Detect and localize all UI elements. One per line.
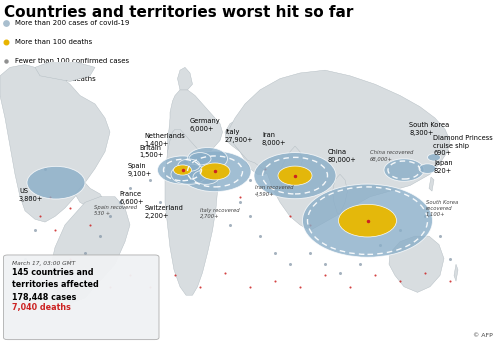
Circle shape	[384, 159, 424, 181]
Text: Italy
27,900+: Italy 27,900+	[225, 129, 254, 143]
Polygon shape	[389, 236, 444, 292]
Circle shape	[254, 153, 336, 199]
Polygon shape	[332, 174, 347, 214]
Text: Fewer than 100 deaths: Fewer than 100 deaths	[15, 76, 96, 82]
Circle shape	[179, 151, 251, 192]
Polygon shape	[225, 118, 280, 174]
Polygon shape	[178, 67, 192, 90]
Circle shape	[200, 163, 230, 180]
Text: More than 200 cases of covid-19: More than 200 cases of covid-19	[15, 21, 130, 26]
Text: 145 countries and
territories affected: 145 countries and territories affected	[12, 269, 99, 289]
Circle shape	[178, 159, 200, 172]
Text: China
80,000+: China 80,000+	[328, 149, 357, 163]
Circle shape	[278, 166, 312, 185]
Text: 7,040 deaths: 7,040 deaths	[12, 303, 72, 312]
Text: Netherlands
1,400+: Netherlands 1,400+	[144, 133, 185, 147]
Polygon shape	[228, 70, 450, 230]
Text: France
6,600+: France 6,600+	[119, 191, 144, 205]
Text: More than 100 deaths: More than 100 deaths	[15, 39, 92, 45]
Polygon shape	[50, 197, 130, 304]
Polygon shape	[0, 64, 110, 222]
Text: Countries and territories worst hit so far: Countries and territories worst hit so f…	[4, 5, 354, 20]
Polygon shape	[165, 129, 218, 295]
Text: Switzerland
2,200+: Switzerland 2,200+	[145, 205, 184, 219]
Text: Spain recovered
530 +: Spain recovered 530 +	[94, 205, 137, 216]
Polygon shape	[75, 183, 105, 208]
FancyBboxPatch shape	[4, 255, 159, 340]
Circle shape	[174, 165, 192, 175]
Circle shape	[338, 204, 396, 237]
Circle shape	[27, 166, 85, 199]
Circle shape	[419, 164, 436, 174]
Circle shape	[158, 156, 208, 184]
Text: © AFP: © AFP	[473, 333, 492, 338]
Circle shape	[188, 147, 228, 170]
Text: Iran recovered
4,590+: Iran recovered 4,590+	[255, 186, 294, 197]
Polygon shape	[454, 264, 458, 281]
Circle shape	[193, 170, 219, 185]
Text: Iran
8,000+: Iran 8,000+	[262, 132, 286, 146]
Text: Germany
6,000+: Germany 6,000+	[190, 118, 220, 132]
Text: Japan
820+: Japan 820+	[434, 160, 452, 174]
Polygon shape	[168, 90, 222, 169]
Circle shape	[189, 153, 211, 165]
Text: March 17, 03:00 GMT: March 17, 03:00 GMT	[12, 261, 76, 267]
Circle shape	[428, 154, 440, 161]
Circle shape	[171, 164, 207, 185]
Text: South Korea
8,300+: South Korea 8,300+	[409, 122, 449, 136]
Circle shape	[302, 184, 432, 257]
Text: 178,448 cases: 178,448 cases	[12, 293, 77, 302]
Text: China recovered
68,000+: China recovered 68,000+	[370, 150, 414, 162]
Polygon shape	[429, 177, 434, 191]
Polygon shape	[280, 146, 302, 188]
Text: Italy recovered
2,700+: Italy recovered 2,700+	[200, 208, 239, 219]
Polygon shape	[35, 62, 95, 81]
Text: Diamond Princess
cruise ship
690+: Diamond Princess cruise ship 690+	[433, 135, 493, 156]
Text: Spain
9,100+: Spain 9,100+	[128, 163, 152, 177]
Text: South Korea
recovered
1,100+: South Korea recovered 1,100+	[426, 200, 458, 217]
Text: Fewer than 100 confirmed cases: Fewer than 100 confirmed cases	[15, 58, 129, 63]
Text: Britain
1,500+: Britain 1,500+	[139, 145, 164, 158]
Text: US
3,800+: US 3,800+	[19, 188, 44, 202]
